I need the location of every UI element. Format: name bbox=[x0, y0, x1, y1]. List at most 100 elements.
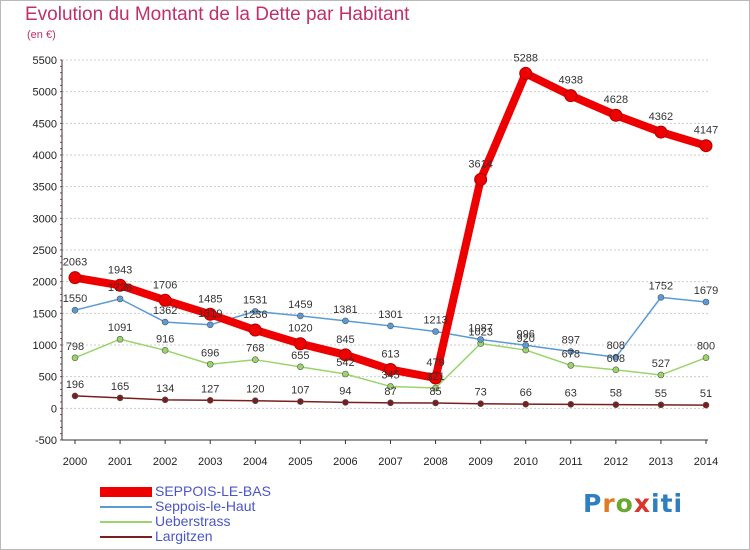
data-point-ueberstrass bbox=[657, 371, 665, 379]
legend-label: Ueberstrass bbox=[155, 513, 231, 529]
data-point-largitzen bbox=[387, 399, 394, 407]
series-lines bbox=[68, 66, 713, 409]
data-point-largitzen bbox=[206, 396, 214, 404]
data-label-seppois-le-haut: 1459 bbox=[288, 299, 312, 311]
data-label-seppois-le-bas: 5288 bbox=[513, 52, 537, 64]
data-label-seppois-le-haut: 1679 bbox=[694, 285, 718, 297]
data-label-largitzen: 85 bbox=[429, 386, 441, 398]
x-tick-label: 2002 bbox=[153, 456, 177, 468]
data-label-ueberstrass: 542 bbox=[336, 357, 354, 369]
y-tick-label: 1500 bbox=[33, 308, 57, 320]
data-point-largitzen bbox=[432, 399, 439, 407]
data-point-ueberstrass bbox=[702, 354, 710, 361]
y-tick-label: 2500 bbox=[33, 245, 57, 257]
proxiti-logo: Proxiti bbox=[583, 489, 684, 518]
data-point-seppois-le-bas bbox=[203, 307, 217, 321]
data-point-seppois-le-bas bbox=[248, 323, 262, 337]
data-point-seppois-le-bas bbox=[68, 271, 82, 285]
data-point-seppois-le-haut bbox=[522, 341, 530, 349]
data-label-seppois-le-haut: 1728 bbox=[108, 282, 132, 294]
data-label-largitzen: 165 bbox=[111, 381, 129, 393]
legend-swatch bbox=[100, 521, 152, 523]
y-tick-label: 1000 bbox=[33, 340, 57, 352]
data-label-largitzen: 66 bbox=[520, 387, 532, 399]
data-label-largitzen: 63 bbox=[565, 387, 577, 399]
data-label-largitzen: 73 bbox=[475, 387, 487, 399]
data-point-ueberstrass bbox=[297, 363, 304, 371]
data-point-seppois-le-bas bbox=[158, 293, 172, 307]
data-labels: 196 165 134 127 120 107 94 87 85 73 66 63 58 55 51 798 1… bbox=[63, 52, 718, 400]
data-point-ueberstrass bbox=[206, 360, 214, 368]
y-tick-label: 500 bbox=[39, 372, 57, 384]
data-label-seppois-le-bas: 1020 bbox=[288, 323, 312, 335]
x-tick-label: 2000 bbox=[63, 456, 87, 468]
data-point-seppois-le-haut bbox=[567, 348, 575, 355]
data-label-seppois-le-haut: 1301 bbox=[378, 309, 402, 321]
data-point-seppois-le-haut bbox=[477, 336, 484, 343]
data-label-seppois-le-haut: 996 bbox=[517, 328, 535, 340]
data-label-seppois-le-bas: 613 bbox=[381, 349, 399, 361]
data-label-seppois-le-bas: 1485 bbox=[198, 293, 222, 305]
data-label-ueberstrass: 608 bbox=[607, 353, 625, 365]
data-point-seppois-le-haut bbox=[702, 298, 710, 306]
data-label-ueberstrass: 920 bbox=[517, 333, 535, 345]
y-tick-label: 3500 bbox=[33, 182, 57, 194]
legend-swatch bbox=[100, 536, 152, 538]
legend-swatch bbox=[100, 487, 152, 497]
data-label-seppois-le-haut: 1362 bbox=[153, 305, 177, 317]
data-label-seppois-le-haut: 1213 bbox=[423, 315, 447, 327]
data-point-seppois-le-bas bbox=[474, 172, 488, 186]
data-point-ueberstrass bbox=[161, 347, 169, 354]
data-label-seppois-le-bas: 1943 bbox=[108, 264, 132, 276]
data-point-largitzen bbox=[702, 401, 710, 409]
data-point-largitzen bbox=[657, 401, 665, 409]
y-tick-label: -500 bbox=[35, 435, 57, 447]
y-tick-label: 4500 bbox=[33, 118, 57, 130]
data-label-ueberstrass: 916 bbox=[156, 333, 174, 345]
data-label-ueberstrass: 527 bbox=[652, 358, 670, 370]
chart-title: Evolution du Montant de la Dette par Hab… bbox=[25, 4, 410, 25]
legend-label: SEPPOIS-LE-BAS bbox=[155, 483, 271, 499]
data-point-largitzen bbox=[251, 397, 259, 405]
data-point-seppois-le-bas bbox=[113, 278, 127, 292]
y-tick-label: 0 bbox=[51, 403, 57, 415]
x-tick-label: 2004 bbox=[243, 456, 267, 468]
data-label-ueberstrass: 798 bbox=[66, 341, 84, 353]
data-label-seppois-le-bas: 845 bbox=[336, 334, 354, 346]
y-tick-label: 5000 bbox=[33, 87, 57, 99]
data-point-seppois-le-bas bbox=[384, 363, 397, 377]
data-point-seppois-le-haut bbox=[206, 321, 214, 329]
data-label-seppois-le-haut: 808 bbox=[607, 340, 625, 352]
data-label-largitzen: 58 bbox=[610, 388, 622, 400]
legend-label: Largitzen bbox=[155, 528, 213, 544]
data-label-seppois-le-bas: 4362 bbox=[649, 111, 673, 123]
data-label-ueberstrass: 696 bbox=[201, 347, 219, 359]
y-tick-label: 2000 bbox=[33, 277, 57, 289]
data-point-seppois-le-bas bbox=[519, 66, 533, 80]
data-label-largitzen: 107 bbox=[291, 385, 309, 397]
data-label-seppois-le-bas: 1236 bbox=[243, 309, 267, 321]
data-point-ueberstrass bbox=[116, 335, 124, 343]
data-point-ueberstrass bbox=[612, 366, 620, 374]
x-tick-label: 2014 bbox=[694, 456, 718, 468]
data-label-seppois-le-haut: 1752 bbox=[649, 280, 673, 292]
data-point-seppois-le-haut bbox=[657, 294, 665, 301]
x-tick-label: 2012 bbox=[604, 456, 628, 468]
data-point-ueberstrass bbox=[567, 362, 575, 369]
chart-subtitle: (en €) bbox=[27, 29, 56, 41]
data-label-ueberstrass: 1023 bbox=[468, 327, 492, 339]
data-point-ueberstrass bbox=[387, 383, 394, 390]
data-label-seppois-le-bas: 3614 bbox=[468, 158, 492, 170]
x-tick-label: 2007 bbox=[378, 456, 402, 468]
data-label-seppois-le-bas: 479 bbox=[426, 357, 444, 369]
data-point-largitzen bbox=[477, 400, 484, 408]
data-label-seppois-le-haut: 1319 bbox=[198, 308, 222, 320]
y-tick-label: 5500 bbox=[33, 55, 57, 67]
data-label-seppois-le-haut: 1531 bbox=[243, 294, 267, 306]
data-point-seppois-le-bas bbox=[293, 337, 307, 351]
data-point-seppois-le-bas bbox=[609, 108, 623, 122]
data-label-seppois-le-bas: 4147 bbox=[694, 125, 718, 137]
data-point-seppois-le-bas bbox=[699, 139, 713, 153]
data-label-largitzen: 120 bbox=[246, 384, 264, 396]
